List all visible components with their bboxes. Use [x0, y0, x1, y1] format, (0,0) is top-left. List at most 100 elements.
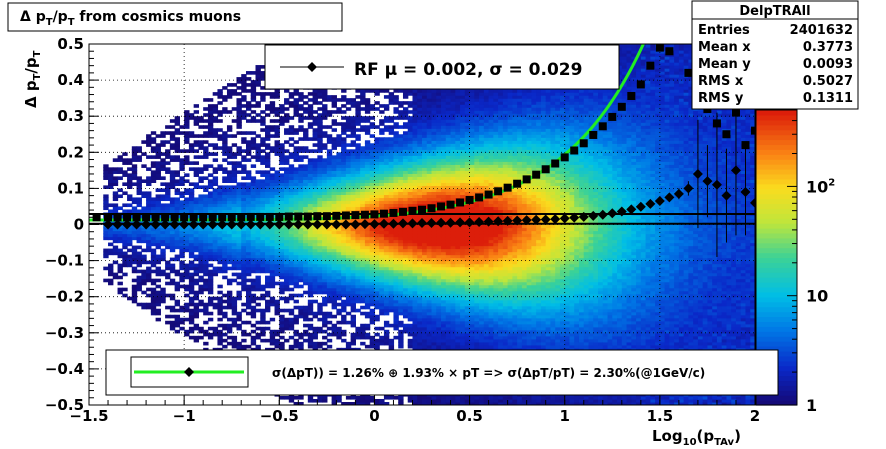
mean-point — [559, 213, 570, 224]
color-scale-step — [756, 287, 797, 293]
x-tick-label: −1.5 — [69, 407, 108, 425]
color-scale-step — [756, 252, 797, 259]
color-scale-step — [756, 282, 797, 288]
y-tick-label: 0.4 — [57, 71, 84, 89]
mean-point — [255, 219, 266, 230]
mean-point — [226, 219, 237, 230]
sigma-point — [636, 80, 645, 89]
x-tick-label: 1.5 — [647, 407, 674, 425]
sigma-point — [284, 212, 293, 221]
stats-label: Mean y — [698, 57, 751, 72]
mean-point — [692, 168, 703, 179]
sigma-point — [418, 205, 426, 214]
x-tick-label: 0 — [369, 407, 379, 425]
mean-point — [407, 218, 418, 229]
sigma-point — [665, 47, 674, 56]
sigma-point — [256, 212, 265, 221]
color-scale-step — [756, 257, 797, 264]
sigma-point — [370, 210, 379, 219]
mean-point — [122, 219, 133, 230]
stats-label: Mean x — [698, 40, 751, 55]
sigma-point — [151, 213, 160, 222]
sigma-point — [513, 179, 522, 188]
sigma-point — [227, 213, 236, 222]
color-scale-step — [756, 223, 797, 229]
mean-point — [540, 214, 551, 225]
z-tick-label: 102 — [806, 177, 835, 196]
sigma-point — [484, 190, 493, 199]
mean-point — [179, 219, 190, 230]
color-scale-step — [756, 291, 797, 298]
sigma-point — [113, 213, 122, 222]
sigma-point — [294, 212, 303, 221]
sigma-point — [275, 212, 284, 221]
mean-point — [445, 217, 456, 228]
stats-value: 0.0093 — [803, 57, 853, 72]
sigma-point — [341, 211, 350, 220]
y-tick-label: −0.5 — [45, 396, 84, 414]
color-scale-step — [756, 154, 797, 160]
mean-point — [635, 201, 646, 212]
mean-point — [274, 219, 285, 230]
mean-point — [331, 219, 342, 230]
sigma-point — [551, 159, 560, 168]
fit-legend-box: RF μ = 0.002, σ = 0.029 — [264, 44, 620, 90]
fit-legend-marker — [307, 62, 317, 72]
mean-point — [141, 219, 152, 230]
color-scale-step — [756, 213, 797, 219]
color-scale-step — [756, 267, 797, 273]
sigma-point — [522, 175, 531, 184]
sigma-point — [104, 213, 113, 222]
series-layer — [89, 44, 755, 257]
color-scale-step — [756, 346, 797, 352]
z-tick-label: 1 — [806, 396, 817, 415]
sigma-point — [532, 170, 541, 179]
sigma-point — [303, 212, 312, 221]
mean-point — [578, 211, 589, 222]
mean-point — [521, 215, 532, 226]
color-scale-step — [756, 237, 797, 244]
mean-point — [664, 192, 675, 203]
sigma-point — [446, 200, 455, 209]
mean-point — [369, 219, 380, 230]
mean-point — [502, 215, 513, 226]
mean-point — [740, 187, 751, 198]
color-scale-step — [756, 208, 797, 214]
mean-point — [597, 209, 608, 220]
resolution-legend-box: σ(ΔpT)) = 1.26% ⊕ 1.93% × pT => σ(ΔpT/pT… — [105, 349, 779, 396]
mean-point — [711, 179, 722, 190]
mean-point — [245, 219, 256, 230]
mean-point — [607, 208, 618, 219]
sigma-point — [170, 213, 179, 222]
sigma-point — [627, 91, 636, 100]
sigma-point — [617, 102, 626, 111]
title-box: Δ pT/pT from cosmics muons — [7, 2, 343, 32]
z-tick-label: 10 — [806, 287, 828, 306]
sigma-point — [579, 139, 588, 148]
color-scale-step — [756, 311, 797, 318]
sigma-point — [541, 165, 550, 174]
color-scale-step — [756, 218, 797, 224]
sigma-point — [427, 204, 436, 213]
sigma-point — [494, 187, 503, 196]
mean-point — [350, 219, 361, 230]
mean-point — [531, 214, 542, 225]
sigma-point — [123, 213, 132, 222]
stats-value: 0.1311 — [803, 91, 853, 106]
sigma-point — [389, 208, 398, 217]
mean-point — [321, 219, 332, 230]
color-scale-step — [756, 326, 797, 332]
color-scale-ticks: 1 10 102 — [787, 120, 835, 415]
sigma-point — [322, 212, 331, 221]
color-scale-step — [756, 139, 797, 146]
x-tick-label: 0.5 — [456, 407, 483, 425]
color-scale-step — [756, 159, 797, 165]
color-scale-step — [756, 395, 797, 401]
color-scale-step — [756, 262, 797, 268]
sigma-point — [199, 213, 208, 222]
sigma-point — [503, 183, 512, 192]
sigma-point — [208, 213, 217, 222]
sigma-point — [655, 44, 664, 52]
mean-point — [455, 217, 466, 228]
mean-point — [312, 219, 323, 230]
